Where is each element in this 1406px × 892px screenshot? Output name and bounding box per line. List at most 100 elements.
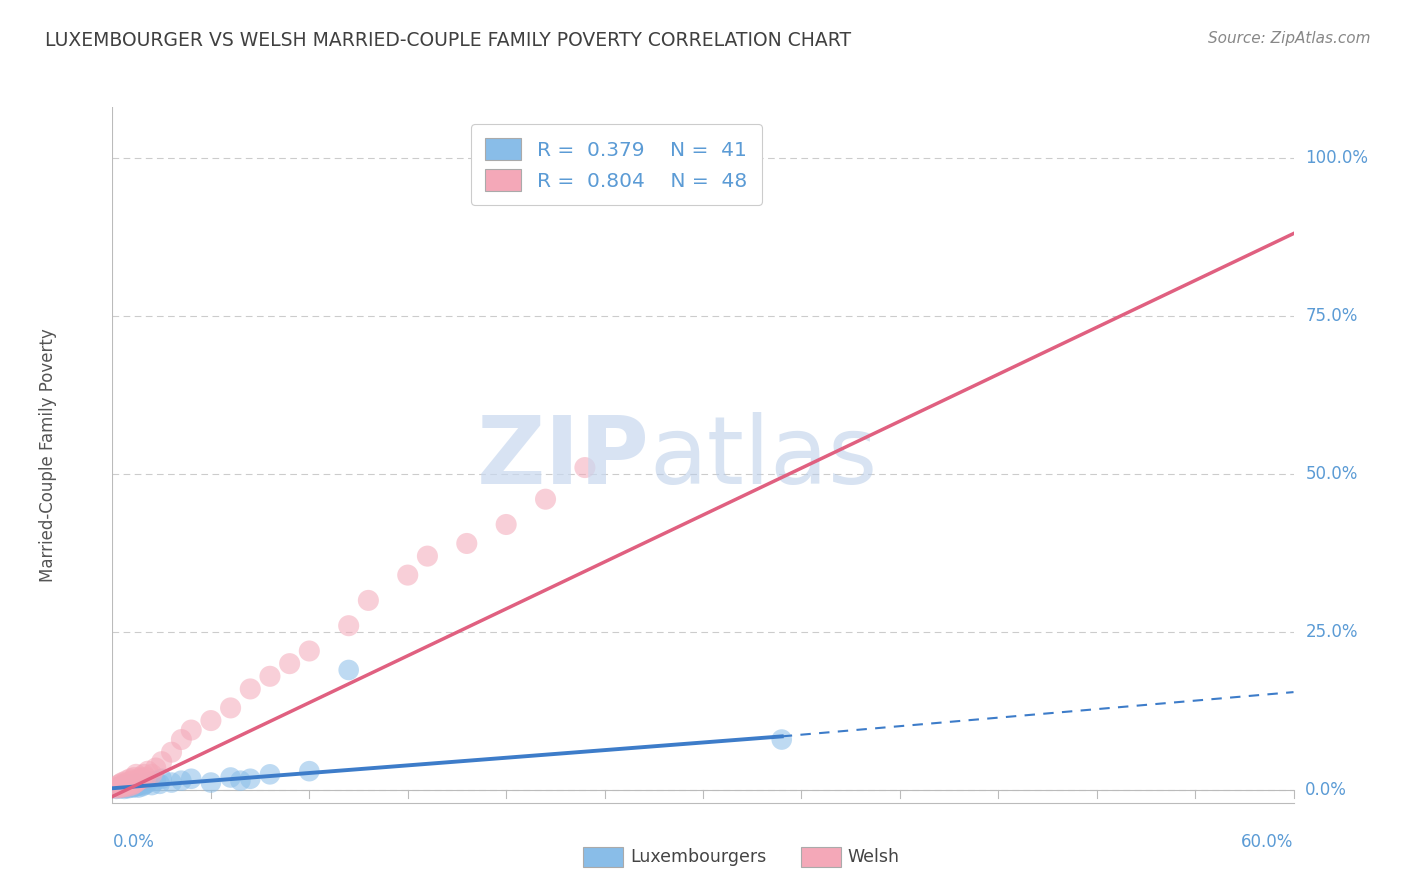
Point [112, 780, 135, 794]
Point [129, 771, 152, 785]
Point [141, 767, 163, 781]
Point [117, 780, 139, 794]
Point [160, 745, 183, 759]
Point [112, 777, 135, 791]
Point [107, 780, 129, 794]
Point [574, 460, 596, 475]
Point [120, 777, 142, 791]
Point [115, 780, 138, 795]
Point [107, 778, 129, 792]
Point [135, 771, 157, 785]
Point [337, 618, 360, 632]
Point [150, 772, 173, 786]
Point [770, 732, 793, 747]
Point [120, 780, 142, 794]
Point [357, 593, 380, 607]
Point [495, 517, 517, 532]
Point [731, 151, 754, 165]
Point [107, 780, 129, 794]
Point [110, 780, 132, 795]
Point [120, 772, 142, 786]
Text: 0.0%: 0.0% [1305, 781, 1347, 799]
Point [125, 777, 148, 791]
Point [115, 773, 138, 788]
Point [112, 780, 135, 794]
Legend: R =  0.379    N =  41, R =  0.804    N =  48: R = 0.379 N = 41, R = 0.804 N = 48 [471, 124, 762, 205]
Point [125, 780, 148, 794]
Point [122, 778, 145, 792]
Point [110, 781, 132, 796]
Point [150, 755, 173, 769]
Text: Source: ZipAtlas.com: Source: ZipAtlas.com [1208, 31, 1371, 46]
Point [125, 775, 148, 789]
Text: 100.0%: 100.0% [1305, 149, 1368, 167]
Point [219, 771, 242, 785]
Point [136, 764, 159, 779]
Point [111, 775, 134, 789]
Text: 25.0%: 25.0% [1305, 623, 1358, 641]
Text: 50.0%: 50.0% [1305, 465, 1358, 483]
Text: ZIP: ZIP [477, 412, 650, 504]
Point [229, 773, 252, 788]
Point [122, 771, 145, 785]
Point [122, 777, 145, 791]
Point [131, 780, 153, 794]
Point [239, 681, 262, 696]
Point [145, 761, 167, 775]
Point [111, 779, 134, 793]
Point [456, 536, 478, 550]
Point [117, 775, 139, 789]
Text: 75.0%: 75.0% [1305, 307, 1358, 325]
Point [125, 767, 148, 781]
Point [170, 732, 193, 747]
Point [121, 778, 143, 792]
Point [122, 780, 145, 794]
Point [129, 777, 152, 791]
Text: Welsh: Welsh [848, 848, 900, 866]
Point [127, 779, 149, 793]
Point [127, 773, 149, 788]
Text: 0.0%: 0.0% [112, 833, 155, 851]
Point [121, 779, 143, 793]
Point [298, 644, 321, 658]
Point [259, 669, 281, 683]
Text: 60.0%: 60.0% [1241, 833, 1294, 851]
Point [180, 723, 202, 737]
Point [136, 775, 159, 789]
Text: Married-Couple Family Poverty: Married-Couple Family Poverty [38, 328, 56, 582]
Point [298, 764, 321, 779]
Text: Luxembourgers: Luxembourgers [630, 848, 766, 866]
Text: atlas: atlas [650, 412, 879, 504]
Point [105, 781, 128, 796]
Point [396, 568, 419, 582]
Point [105, 781, 128, 796]
Point [278, 657, 301, 671]
Point [121, 773, 143, 788]
Text: LUXEMBOURGER VS WELSH MARRIED-COUPLE FAMILY POVERTY CORRELATION CHART: LUXEMBOURGER VS WELSH MARRIED-COUPLE FAM… [45, 31, 851, 50]
Point [145, 773, 167, 788]
Point [111, 780, 134, 794]
Point [170, 773, 193, 788]
Point [416, 549, 439, 563]
Point [131, 772, 153, 786]
Point [534, 492, 557, 507]
Point [200, 775, 222, 789]
Point [132, 767, 155, 781]
Point [160, 775, 183, 789]
Point [337, 663, 360, 677]
Point [219, 701, 242, 715]
Point [121, 780, 143, 795]
Point [200, 714, 222, 728]
Point [149, 777, 172, 791]
Point [112, 781, 135, 796]
Point [117, 780, 139, 794]
Point [111, 780, 134, 795]
Point [115, 778, 138, 792]
Point [132, 778, 155, 792]
Point [135, 777, 157, 791]
Point [115, 778, 138, 792]
Point [259, 767, 281, 781]
Point [239, 772, 262, 786]
Point [180, 772, 202, 786]
Point [120, 777, 142, 791]
